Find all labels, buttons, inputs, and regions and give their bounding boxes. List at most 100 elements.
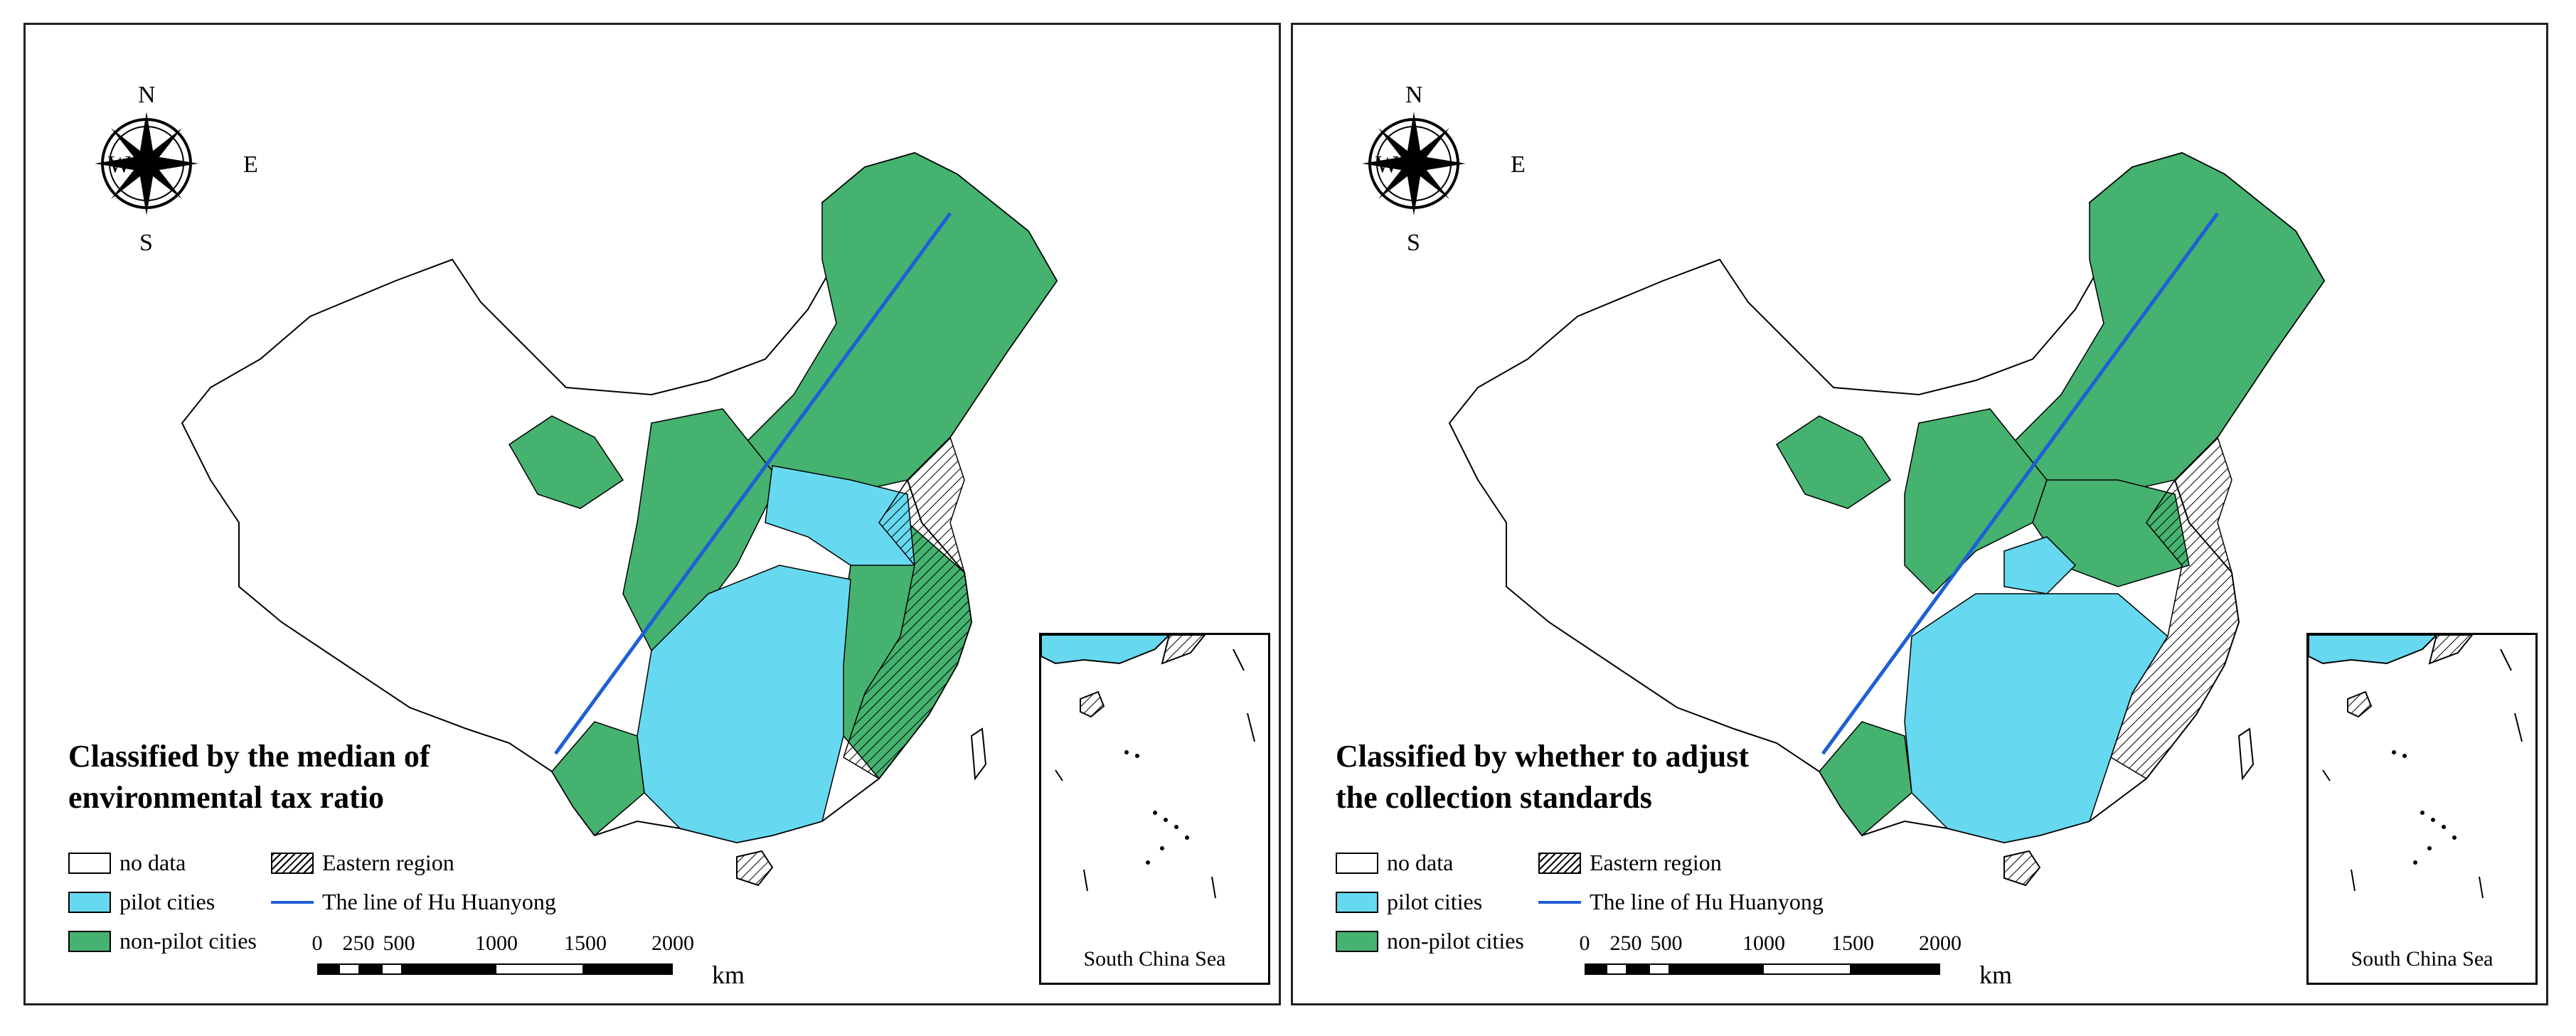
legend-swatch-eastern — [271, 852, 314, 874]
inset-south-china-sea: South China Sea — [1039, 633, 1270, 985]
legend-label-no-data: no data — [119, 850, 186, 875]
compass-north: N — [1405, 82, 1423, 108]
china-map — [181, 151, 1058, 887]
scale-tick: 500 — [383, 931, 415, 955]
scale-tick: 1000 — [475, 931, 518, 955]
scale-segment — [1627, 963, 1649, 975]
legend-eastern: Eastern region — [1538, 850, 1722, 876]
compass-rose-icon — [95, 112, 198, 215]
legend-no-data: no data — [1336, 850, 1453, 876]
china-map — [1448, 151, 2326, 887]
legend-pilot: pilot cities — [68, 889, 215, 915]
scale-tick: 2000 — [1919, 931, 1962, 955]
panel-title: Classified by the median of environmenta… — [68, 736, 609, 818]
scale-segment — [1649, 963, 1670, 975]
non-pilot-region-west — [1776, 415, 1892, 509]
compass-west: W — [108, 151, 132, 178]
scale-segment — [1585, 963, 1606, 975]
non-pilot-region-central — [1904, 408, 2048, 595]
legend-swatch-no-data — [1336, 852, 1378, 874]
compass-east: E — [1511, 151, 1526, 178]
compass-rose-icon — [1362, 112, 1466, 215]
legend-label-pilot: pilot cities — [119, 889, 215, 914]
hu-huanyong-line — [1821, 212, 2220, 755]
scale-segment — [1606, 963, 1627, 975]
panel-title: Classified by whether to adjust the coll… — [1336, 736, 1876, 818]
legend-swatch-no-data — [68, 852, 111, 874]
taiwan-island — [2237, 727, 2255, 781]
legend-label-no-data: no data — [1387, 850, 1454, 875]
legend-label-non-pilot: non-pilot cities — [1387, 928, 1524, 954]
inset-map — [2309, 635, 2523, 899]
scale-tick: 0 — [312, 931, 323, 955]
scale-segment — [1762, 963, 1851, 975]
legend-swatch-pilot — [1336, 891, 1378, 913]
hainan-island — [736, 850, 774, 887]
legend-pilot: pilot cities — [1336, 889, 1482, 915]
hainan-island — [2003, 850, 2041, 887]
compass-south: S — [139, 230, 153, 256]
inset-label: South China Sea — [1083, 947, 1226, 971]
panel-title-line2: the collection standards — [1336, 780, 1652, 815]
legend-label-non-pilot: non-pilot cities — [119, 928, 257, 954]
eastern-region-hatch — [2110, 436, 2240, 779]
non-pilot-region-west — [509, 415, 624, 509]
scale-segment — [495, 963, 584, 975]
scale-segment — [381, 963, 403, 975]
legend-label-eastern: Eastern region — [322, 850, 454, 875]
scale-segment — [1670, 963, 1762, 975]
legend-hu-line: The line of Hu Huanyong — [1538, 889, 1824, 915]
legend-swatch-hu-line — [271, 900, 314, 904]
compass-south: S — [1407, 230, 1420, 256]
legend-swatch-non-pilot — [1336, 930, 1378, 952]
map-panel-left: N S W E Classified by the median of envi… — [23, 23, 1281, 1005]
non-pilot-region-east — [2032, 479, 2190, 587]
scale-tick: 0 — [1579, 931, 1590, 955]
compass-west: W — [1375, 151, 1399, 178]
scale-unit: km — [712, 961, 745, 989]
legend-eastern: Eastern region — [271, 850, 454, 876]
legend-no-data: no data — [68, 850, 186, 876]
pilot-region-east — [765, 465, 915, 566]
non-pilot-region-north — [2003, 152, 2325, 495]
scale-tick: 250 — [342, 931, 375, 955]
non-pilot-region-north — [735, 152, 1058, 495]
legend-non-pilot: non-pilot cities — [68, 928, 257, 954]
scale-segment — [584, 963, 673, 975]
pilot-region-central-north — [2003, 536, 2077, 594]
scale-unit: km — [1979, 961, 2013, 989]
legend-label-eastern: Eastern region — [1590, 850, 1722, 875]
compass-east: E — [243, 151, 258, 178]
compass-rose: N S W E — [68, 60, 258, 256]
scale-tick: 500 — [1650, 931, 1683, 955]
scale-segment — [339, 963, 360, 975]
scale-tick: 250 — [1609, 931, 1642, 955]
panel-title-line1: Classified by the median of — [68, 739, 430, 774]
hu-huanyong-line — [553, 212, 952, 755]
legend-label-hu-line: The line of Hu Huanyong — [1590, 889, 1824, 914]
compass-rose: N S W E — [1336, 60, 1526, 256]
legend-label-hu-line: The line of Hu Huanyong — [322, 889, 556, 914]
compass-north: N — [138, 82, 156, 108]
inset-south-china-sea: South China Sea — [2306, 633, 2538, 985]
scale-bar: 0 250 500 1000 1500 2000 km — [312, 931, 758, 989]
scale-segment — [1851, 963, 1940, 975]
pilot-region-south — [1904, 593, 2168, 843]
pilot-region-central-south — [637, 565, 851, 843]
scale-bar: 0 250 500 1000 1500 2000 km — [1580, 931, 2026, 989]
scale-segment — [360, 963, 381, 975]
panel-title-line1: Classified by whether to adjust — [1336, 739, 1750, 774]
scale-tick: 1500 — [564, 931, 607, 955]
map-panel-right: N S W E Classified by whether to adjust … — [1291, 23, 2548, 1005]
scale-segment — [403, 963, 495, 975]
legend-hu-line: The line of Hu Huanyong — [271, 889, 556, 915]
scale-segment — [317, 963, 339, 975]
legend-non-pilot: non-pilot cities — [1336, 928, 1524, 954]
legend-swatch-hu-line — [1538, 900, 1581, 904]
scale-tick: 1000 — [1742, 931, 1785, 955]
scale-tick: 1500 — [1831, 931, 1874, 955]
legend-swatch-pilot — [68, 891, 111, 913]
legend-swatch-eastern — [1538, 852, 1581, 874]
inset-label: South China Sea — [2351, 947, 2493, 971]
legend-swatch-non-pilot — [68, 930, 111, 952]
